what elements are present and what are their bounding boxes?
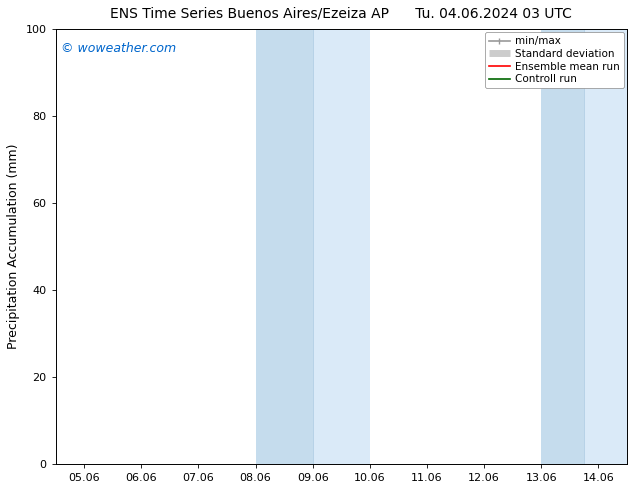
Bar bbox=[256, 29, 313, 464]
Bar bbox=[313, 29, 370, 464]
Y-axis label: Precipitation Accumulation (mm): Precipitation Accumulation (mm) bbox=[7, 144, 20, 349]
Bar bbox=[584, 29, 627, 464]
Legend: min/max, Standard deviation, Ensemble mean run, Controll run: min/max, Standard deviation, Ensemble me… bbox=[485, 32, 624, 88]
Text: © woweather.com: © woweather.com bbox=[61, 42, 176, 55]
Bar bbox=[541, 29, 584, 464]
Title: ENS Time Series Buenos Aires/Ezeiza AP      Tu. 04.06.2024 03 UTC: ENS Time Series Buenos Aires/Ezeiza AP T… bbox=[110, 7, 573, 21]
